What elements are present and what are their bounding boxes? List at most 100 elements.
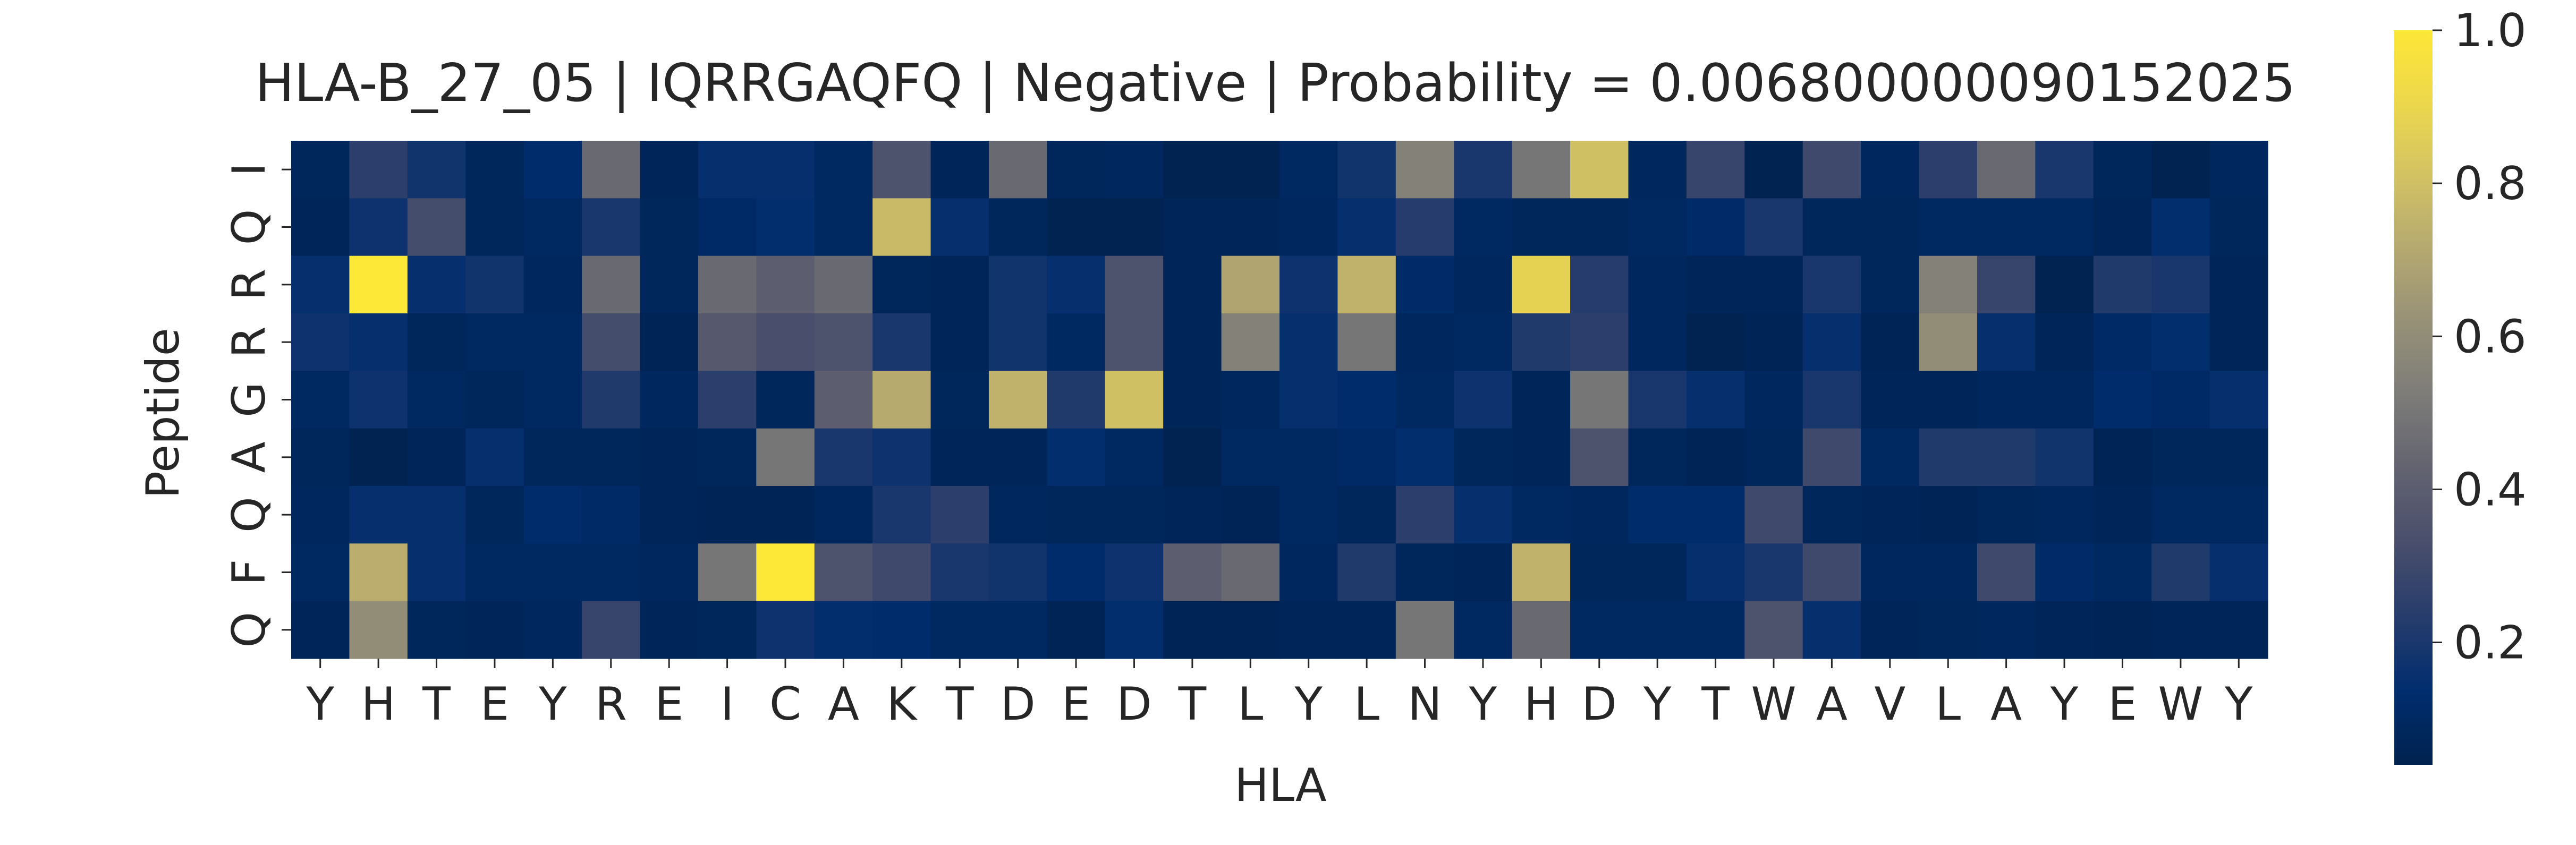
heatmap-cell-r4-c12 <box>988 371 1047 429</box>
heatmap-cell-r1-c21 <box>1512 198 1571 257</box>
heatmap-cell-r8-c11 <box>930 601 989 659</box>
heatmap-cell-r3-c13 <box>1047 313 1106 371</box>
heatmap-cell-r4-c0 <box>291 371 350 429</box>
heatmap-cell-r3-c4 <box>523 313 582 371</box>
heatmap-cell-r0-c16 <box>1221 141 1280 199</box>
heatmap-cell-r3-c19 <box>1395 313 1454 371</box>
heatmap-cell-r8-c18 <box>1337 601 1396 659</box>
heatmap-cell-r2-c30 <box>2035 255 2094 314</box>
heatmap-cell-r1-c12 <box>988 198 1047 257</box>
heatmap-cell-r7-c29 <box>1977 543 2036 602</box>
heatmap-cell-r5-c6 <box>640 428 699 486</box>
x-tick-label: Y <box>2224 678 2253 731</box>
heatmap-cell-r7-c13 <box>1047 543 1106 602</box>
heatmap-cell-r8-c22 <box>1570 601 1629 659</box>
heatmap-cell-r5-c22 <box>1570 428 1629 486</box>
heatmap-cell-r0-c6 <box>640 141 699 199</box>
heatmap-cell-r6-c15 <box>1163 486 1222 544</box>
heatmap-cell-r5-c7 <box>698 428 757 486</box>
y-tick-label: A <box>223 441 276 473</box>
heatmap-cell-r7-c1 <box>349 543 408 602</box>
heatmap-cell-r0-c13 <box>1047 141 1106 199</box>
heatmap-cell-r3-c5 <box>582 313 641 371</box>
heatmap-cell-r8-c17 <box>1279 601 1338 659</box>
x-tick-label: W <box>2158 678 2203 731</box>
heatmap-cell-r8-c7 <box>698 601 757 659</box>
colorbar-tick-label: 0.6 <box>2454 310 2527 363</box>
heatmap-cell-r0-c23 <box>1628 141 1687 199</box>
heatmap-cell-r7-c3 <box>465 543 524 602</box>
heatmap-cell-r5-c3 <box>465 428 524 486</box>
y-tick-label: Q <box>223 612 276 648</box>
heatmap-cell-r1-c11 <box>930 198 989 257</box>
heatmap-cell-r8-c21 <box>1512 601 1571 659</box>
heatmap-cell-r8-c4 <box>523 601 582 659</box>
heatmap-cell-r1-c7 <box>698 198 757 257</box>
heatmap-cell-r5-c1 <box>349 428 408 486</box>
heatmap-cell-r1-c16 <box>1221 198 1280 257</box>
heatmap-cell-r6-c30 <box>2035 486 2094 544</box>
heatmap-cell-r0-c3 <box>465 141 524 199</box>
heatmap-cell-r7-c17 <box>1279 543 1338 602</box>
colorbar-gradient <box>2394 30 2433 765</box>
heatmap-cell-r2-c17 <box>1279 255 1338 314</box>
heatmap-cell-r6-c27 <box>1861 486 1920 544</box>
heatmap-cell-r3-c8 <box>756 313 815 371</box>
heatmap-cell-r6-c5 <box>582 486 641 544</box>
x-tick-label: T <box>422 678 451 731</box>
heatmap-cell-r4-c24 <box>1686 371 1745 429</box>
heatmap-cell-r6-c9 <box>814 486 873 544</box>
heatmap-cell-r4-c25 <box>1744 371 1803 429</box>
heatmap-cell-r3-c10 <box>872 313 931 371</box>
heatmap-cell-r3-c14 <box>1105 313 1164 371</box>
heatmap-cell-r1-c6 <box>640 198 699 257</box>
x-tick-label: C <box>769 678 801 731</box>
heatmap-cell-r0-c32 <box>2151 141 2210 199</box>
heatmap-cell-r3-c12 <box>988 313 1047 371</box>
y-tick-label: R <box>223 269 276 301</box>
heatmap-cell-r0-c4 <box>523 141 582 199</box>
heatmap-cell-r3-c7 <box>698 313 757 371</box>
heatmap-cell-r1-c23 <box>1628 198 1687 257</box>
heatmap-cell-r4-c15 <box>1163 371 1222 429</box>
heatmap-cell-r6-c17 <box>1279 486 1338 544</box>
heatmap-cell-r2-c1 <box>349 255 408 314</box>
heatmap-cell-r1-c28 <box>1919 198 1978 257</box>
x-tick-label: H <box>1524 678 1558 731</box>
heatmap-cell-r6-c4 <box>523 486 582 544</box>
heatmap-cell-r6-c33 <box>2209 486 2268 544</box>
heatmap-cell-r7-c8 <box>756 543 815 602</box>
heatmap-cell-r1-c9 <box>814 198 873 257</box>
x-tick-label: D <box>1582 678 1617 731</box>
heatmap-cell-r5-c19 <box>1395 428 1454 486</box>
x-tick-label: Y <box>538 678 567 731</box>
heatmap-cell-r4-c6 <box>640 371 699 429</box>
heatmap-cell-r2-c33 <box>2209 255 2268 314</box>
heatmap-cell-r3-c9 <box>814 313 873 371</box>
heatmap-cell-r5-c9 <box>814 428 873 486</box>
heatmap-cell-r8-c32 <box>2151 601 2210 659</box>
heatmap-cell-r8-c10 <box>872 601 931 659</box>
y-tick-label: Q <box>223 209 276 245</box>
heatmap-cell-r1-c13 <box>1047 198 1106 257</box>
heatmap-cell-r0-c15 <box>1163 141 1222 199</box>
heatmap-cell-r3-c3 <box>465 313 524 371</box>
heatmap-cell-r8-c27 <box>1861 601 1920 659</box>
heatmap-cell-r0-c7 <box>698 141 757 199</box>
heatmap-cell-r7-c5 <box>582 543 641 602</box>
heatmap-cell-r1-c15 <box>1163 198 1222 257</box>
heatmap-cell-r4-c30 <box>2035 371 2094 429</box>
heatmap-cell-r5-c8 <box>756 428 815 486</box>
heatmap-cell-r6-c10 <box>872 486 931 544</box>
heatmap-cell-r1-c24 <box>1686 198 1745 257</box>
heatmap-cell-r7-c22 <box>1570 543 1629 602</box>
heatmap-cell-r7-c14 <box>1105 543 1164 602</box>
heatmap-cell-r3-c1 <box>349 313 408 371</box>
heatmap-cell-r5-c26 <box>1802 428 1861 486</box>
heatmap-cell-r0-c19 <box>1395 141 1454 199</box>
heatmap-cell-r5-c16 <box>1221 428 1280 486</box>
x-tick-label: V <box>1874 678 1905 731</box>
heatmap-cell-r4-c13 <box>1047 371 1106 429</box>
heatmap-cell-r8-c26 <box>1802 601 1861 659</box>
x-tick-label: Y <box>1643 678 1672 731</box>
